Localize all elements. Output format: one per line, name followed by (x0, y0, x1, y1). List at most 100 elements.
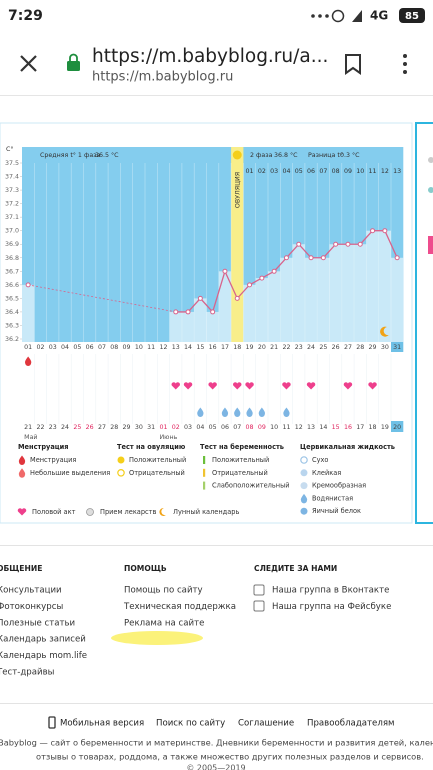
legend-icon (300, 507, 308, 515)
ovulation-icon (232, 150, 242, 160)
intercourse-marker (245, 382, 254, 390)
legend-icon (18, 468, 26, 478)
temperature-point (296, 241, 302, 247)
date-label: 16 (344, 424, 352, 431)
date-label: 01 (159, 424, 167, 431)
legend-icon (117, 468, 125, 477)
date-label: 18 (369, 424, 377, 431)
legend-item: Положительный (129, 456, 186, 464)
menu[interactable] (403, 54, 407, 74)
day-label: 07 (98, 344, 106, 351)
footer-heading: ОБЩЕНИЕ (0, 564, 42, 573)
bottom-link[interactable]: Соглашение (238, 719, 294, 729)
footer-link[interactable]: Фотоконкурсы (0, 602, 63, 612)
day-label: 28 (356, 344, 364, 351)
footer-link[interactable]: Наша группа в Вконтакте (272, 586, 389, 596)
day-label: 01 (24, 344, 32, 351)
temperature-bar (255, 278, 268, 342)
date-label: 09 (258, 424, 266, 431)
y-axis-label: С° (6, 145, 14, 153)
temperature-point (173, 309, 179, 315)
footer-link[interactable]: Тест-драйвы (0, 668, 55, 678)
date-label: 14 (319, 424, 327, 431)
footer-link[interactable]: Техническая поддержка (123, 602, 236, 612)
date-label: 08 (246, 424, 254, 431)
day-label: 17 (221, 344, 229, 351)
cervical-marker (221, 407, 229, 417)
bottom-link[interactable]: Правообладателям (307, 719, 394, 729)
legend-icon (300, 482, 308, 490)
day-label: 22 (282, 344, 290, 351)
close-tab[interactable] (20, 55, 37, 72)
footer-link[interactable]: Консультации (0, 586, 62, 596)
footer-link[interactable]: Помощь по сайту (124, 586, 203, 596)
footer-link[interactable]: Реклама на сайте (124, 618, 204, 628)
url[interactable]: https://m.babyblog.ru (92, 70, 233, 85)
description: Babyblog — сайт о беременности и материн… (0, 738, 433, 748)
intercourse-marker (282, 382, 291, 390)
status-time: 7:29 (8, 8, 43, 24)
day-label: 12 (159, 344, 167, 351)
day-label: 27 (344, 344, 352, 351)
temperature-point (283, 255, 289, 261)
temperature-point (333, 241, 339, 247)
day-label: 24 (307, 344, 315, 351)
temperature-point (185, 309, 191, 315)
legend-icon (18, 455, 26, 465)
footer-link[interactable]: Календарь mom.life (0, 651, 87, 661)
url-title[interactable]: https://m.babyblog.ru/a... (92, 46, 328, 67)
temperature-bar (268, 271, 281, 342)
temperature-point (320, 255, 326, 261)
legend-icon (203, 481, 206, 490)
legend-item: Менструация (30, 456, 76, 464)
y-tick-label: 36.5 (5, 295, 19, 302)
bottom-link[interactable]: Мобильная версия (60, 719, 144, 729)
temperature-bar (329, 244, 342, 342)
phase2-day: 09 (344, 168, 352, 175)
bookmark[interactable] (345, 54, 361, 75)
today-date-highlight (391, 421, 404, 432)
phase2-day: 01 (246, 168, 254, 175)
legend-item: Кремообразная (312, 482, 366, 490)
bottom-link[interactable]: Поиск по сайту (156, 719, 225, 729)
footer-link[interactable]: Полезные статьи (0, 618, 75, 628)
temperature-bar (169, 311, 182, 342)
legend-icon (300, 456, 308, 464)
phase2-label: 2 фаза (250, 152, 273, 159)
intercourse-marker (343, 382, 353, 390)
footer-link[interactable]: Календарь записей (0, 635, 86, 645)
y-tick-label: 37.1 (5, 214, 19, 221)
intercourse-marker (233, 382, 242, 390)
date-label: 04 (196, 424, 204, 431)
lock-icon (67, 53, 80, 71)
temperature-bar (317, 257, 330, 342)
phase2-day: 13 (393, 168, 401, 175)
menstruation-marker (24, 356, 32, 366)
day-label: 08 (110, 344, 118, 351)
legend-item: Сухо (312, 456, 328, 464)
phase2-day: 10 (356, 168, 364, 175)
date-label: 26 (86, 424, 94, 431)
date-label: 22 (36, 424, 44, 431)
temperature-point (222, 268, 228, 274)
battery (399, 8, 425, 23)
temperature-point (370, 228, 376, 234)
footer-link[interactable]: Наша группа на Фейсбуке (272, 602, 391, 612)
intercourse-marker (368, 382, 377, 390)
temperature-point (382, 228, 388, 234)
date-label: 23 (49, 424, 57, 431)
gap-line (28, 284, 176, 313)
temperature-bar (194, 298, 207, 342)
temperature-point (308, 255, 314, 261)
legend-item: Отрицательный (129, 469, 185, 477)
legend-item: Слабоположительный (212, 482, 290, 490)
temperature-bar (206, 311, 219, 342)
temperature-point (357, 241, 363, 247)
day-label: 14 (184, 344, 192, 351)
temperature-bar (341, 244, 355, 342)
cervical-marker (197, 407, 204, 417)
chart: 36.2 36.3 36.4 36.5 36.6 36.7 36.8 36.9 37.0 37.1… (5, 147, 404, 516)
day-label: 05 (73, 344, 81, 351)
